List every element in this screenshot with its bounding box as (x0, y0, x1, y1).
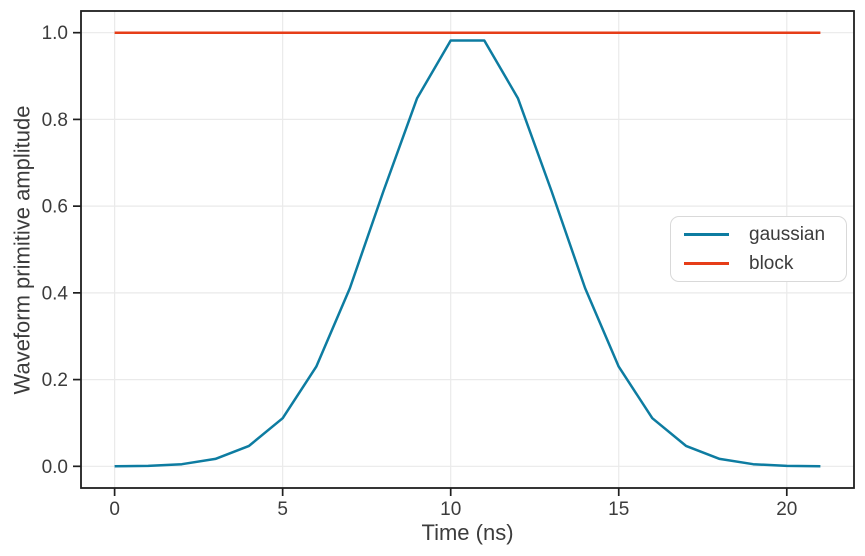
x-axis-label: Time (ns) (421, 520, 514, 545)
y-axis-label: Waveform primitive amplitude (9, 105, 35, 395)
gaussian-line-swatch (684, 233, 729, 236)
legend-label-gaussian: gaussian (749, 224, 826, 245)
axes-spines (80, 10, 855, 489)
legend: gaussian block (670, 216, 847, 282)
y-tick-label: 0.2 (42, 370, 68, 391)
y-tick-label: 0.8 (42, 110, 68, 131)
x-tick-label: 20 (776, 499, 797, 520)
y-tick-label: 0.6 (42, 197, 68, 218)
legend-item-block: block (684, 254, 846, 273)
y-tick-label: 0.0 (42, 457, 68, 478)
y-tick-label: 1.0 (42, 23, 68, 44)
y-tick-label: 0.4 (42, 283, 69, 304)
legend-item-gaussian: gaussian (684, 225, 846, 244)
block-line-swatch (684, 262, 729, 265)
legend-label-block: block (749, 253, 794, 274)
series-gaussian-line (114, 39, 821, 468)
x-tick-label: 10 (440, 499, 461, 520)
x-tick-label: 5 (277, 499, 288, 520)
x-tick-label: 15 (608, 499, 629, 520)
x-tick-label: 0 (109, 499, 120, 520)
